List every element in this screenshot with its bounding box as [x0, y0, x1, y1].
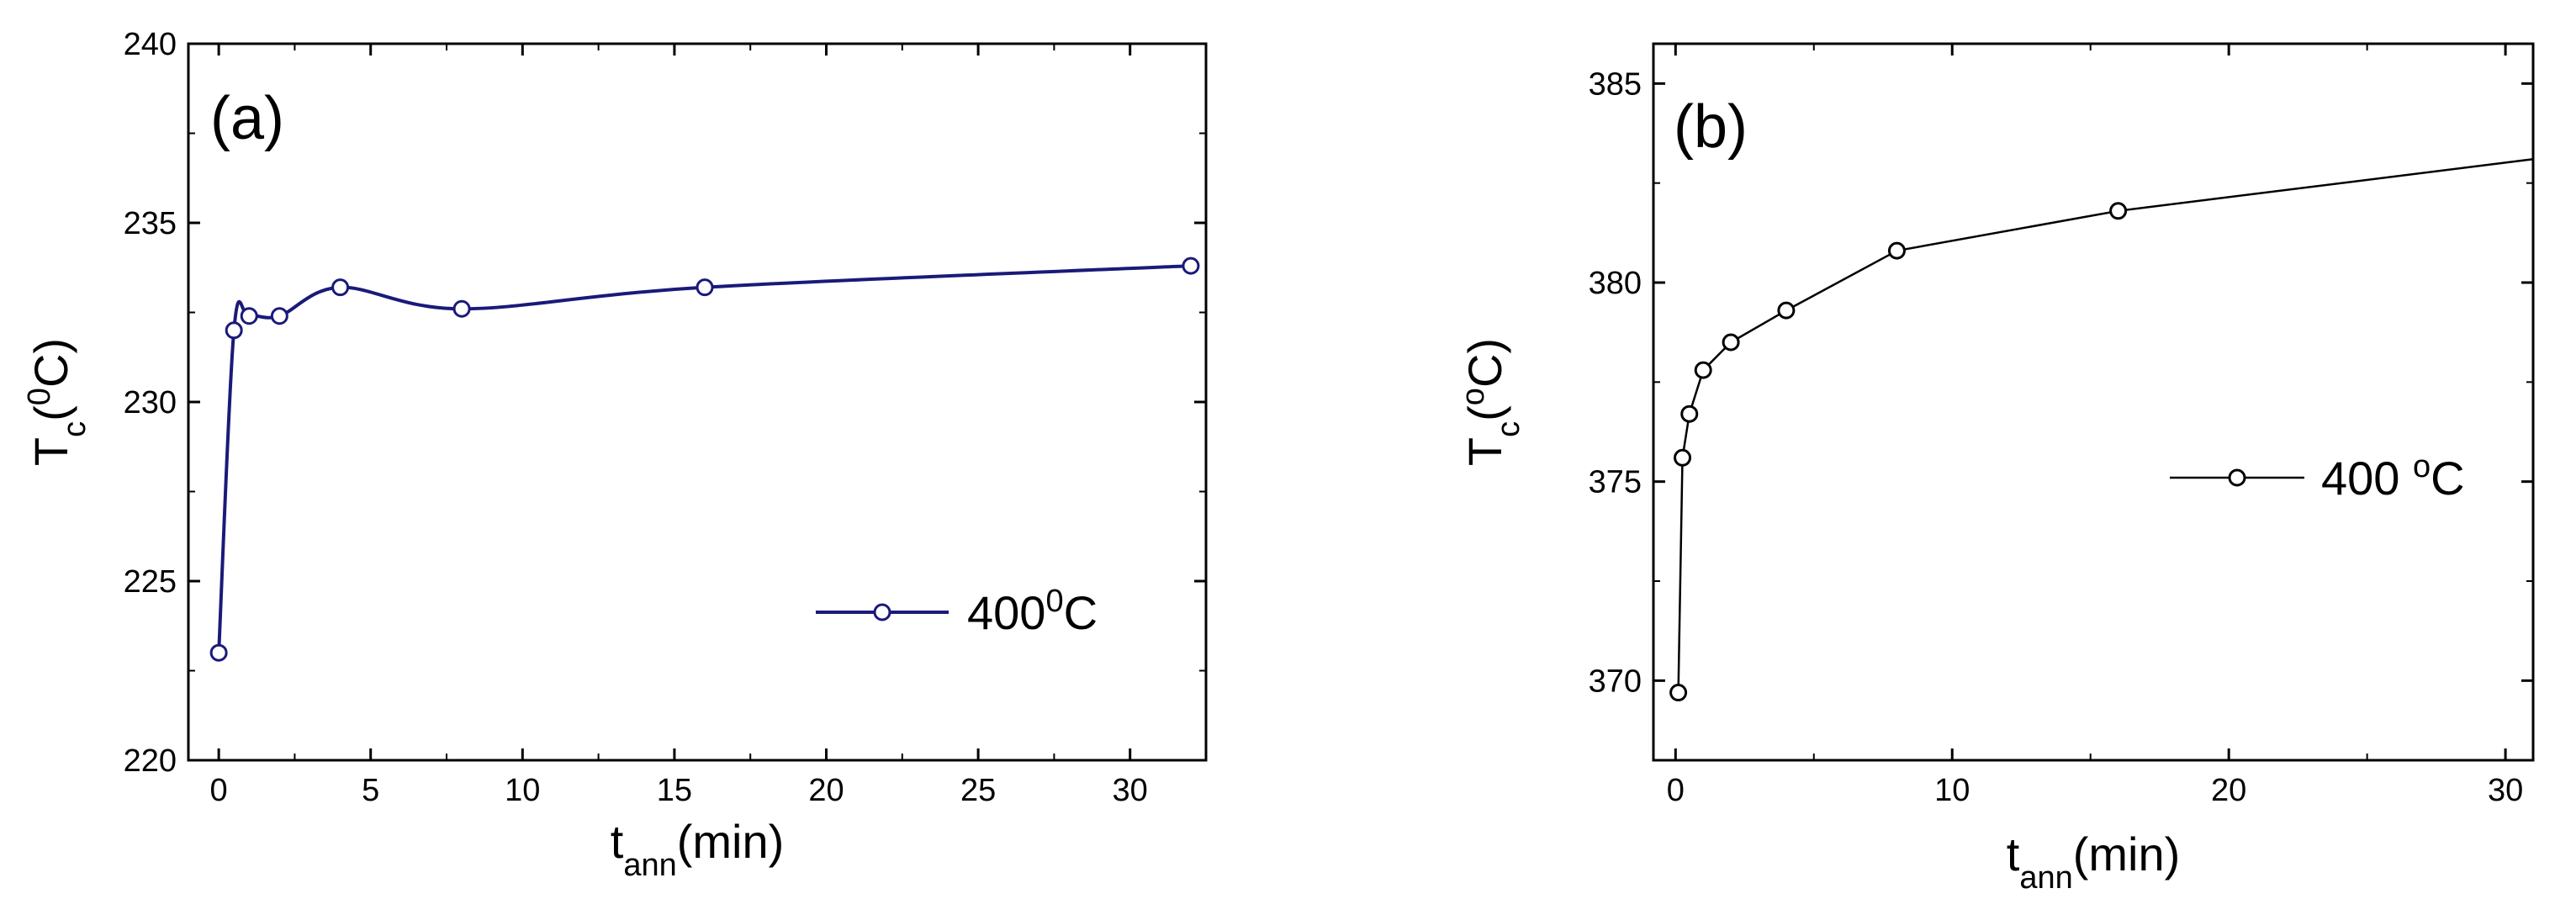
data-point — [1680, 405, 1699, 423]
y-tick-label: 235 — [124, 206, 177, 241]
y-tick-label: 220 — [124, 743, 177, 779]
x-tick-label: 30 — [2488, 773, 2523, 808]
plot-frame — [187, 42, 1208, 762]
data-point — [225, 321, 243, 340]
legend-marker — [2228, 468, 2246, 487]
data-point — [2109, 202, 2128, 220]
data-point — [1182, 256, 1200, 275]
data-point — [1777, 301, 1796, 320]
x-axis-label: tann(min) — [611, 815, 785, 883]
legend-marker — [873, 603, 891, 621]
x-tick-label: 20 — [2211, 773, 2246, 808]
data-point — [1674, 448, 1692, 467]
data-point — [696, 278, 714, 297]
panel-label: (a) — [210, 85, 284, 152]
y-tick-label: 230 — [124, 385, 177, 420]
x-tick-label: 5 — [362, 773, 379, 808]
x-tick-label: 20 — [808, 773, 844, 808]
legend-label: 4000C — [967, 584, 1098, 639]
data-point — [1669, 684, 1688, 702]
y-tick-label: 385 — [1589, 66, 1642, 102]
data-point — [270, 307, 288, 325]
y-tick-label: 240 — [124, 27, 177, 62]
x-tick-label: 25 — [960, 773, 996, 808]
plot-frame — [1652, 42, 2535, 762]
y-tick-label: 225 — [124, 564, 177, 600]
x-tick-label: 30 — [1113, 773, 1148, 808]
chart-panel-a: 0 5 10 15 20 25 30 220 225 230 235 240 (a) tann(min) T… — [22, 27, 1208, 883]
data-point — [1694, 361, 1712, 379]
data-point — [209, 643, 228, 662]
x-tick-label: 0 — [210, 773, 228, 808]
chart-panel-b: 0 10 20 30 370 375 380 385 (b) tann(min) Tc(oC) 400… — [1456, 42, 2535, 896]
y-tick-label: 370 — [1589, 664, 1642, 699]
data-point — [1887, 241, 1906, 260]
x-tick-label: 10 — [505, 773, 540, 808]
data-point — [1722, 333, 1740, 352]
x-tick-label: 10 — [1934, 773, 1970, 808]
data-point — [240, 307, 258, 325]
legend-label: 400 oC — [2321, 449, 2465, 505]
x-tick-label: 15 — [657, 773, 692, 808]
panel-label: (b) — [1674, 93, 1748, 161]
y-axis-label: Tc(oC) — [1456, 338, 1526, 466]
series-line — [1677, 158, 2534, 693]
y-axis-label: Tc(0C) — [22, 338, 93, 466]
x-axis-label: tann(min) — [2007, 828, 2181, 896]
data-point — [331, 278, 350, 297]
data-point — [452, 299, 471, 318]
x-tick-label: 0 — [1667, 773, 1685, 808]
y-tick-label: 375 — [1589, 465, 1642, 500]
y-tick-label: 380 — [1589, 266, 1642, 301]
